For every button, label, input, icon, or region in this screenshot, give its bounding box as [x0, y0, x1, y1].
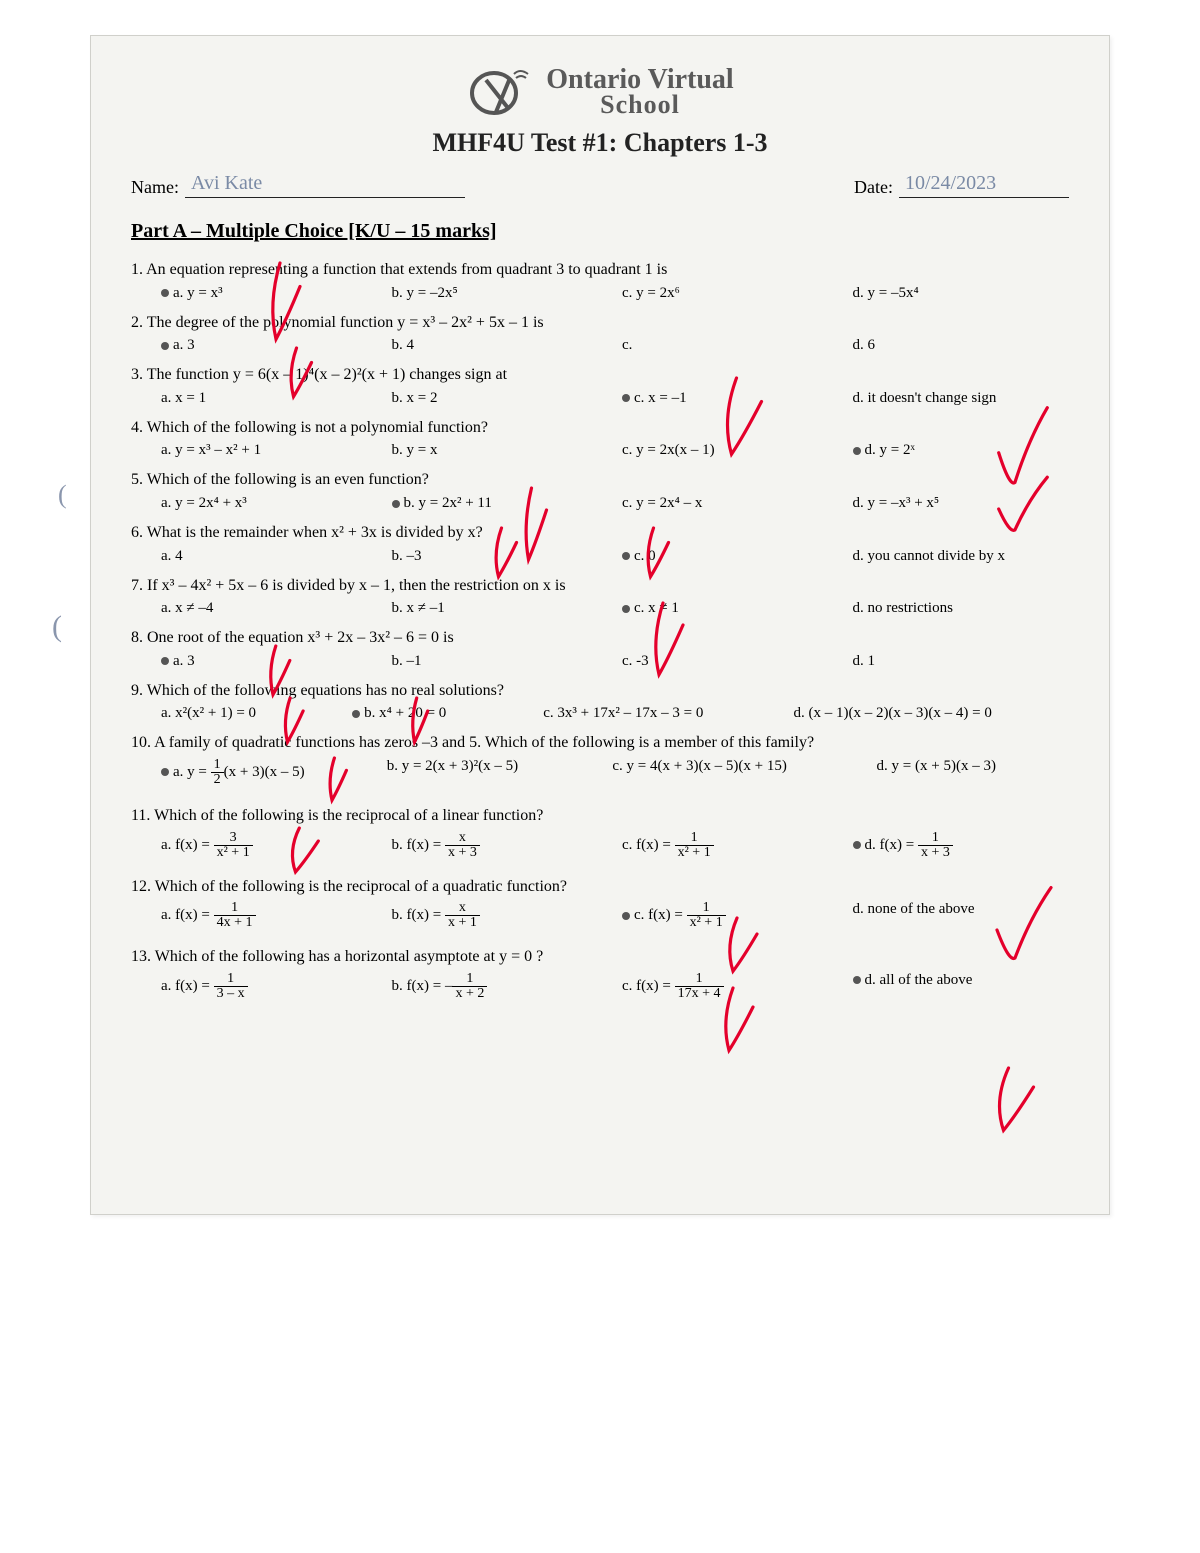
q1-b: b. y = –2x⁵: [392, 285, 609, 302]
q13-options: a. f(x) = 13 – x b. f(x) = –1x + 2 c. f(…: [161, 972, 1069, 1001]
q9-c: c. 3x³ + 17x² – 17x – 3 = 0: [543, 705, 779, 722]
q11-a: a. f(x) = 3x² + 1: [161, 831, 378, 860]
q2-d: d. 6: [853, 337, 1070, 354]
q12-d: d. none of the above: [853, 901, 1070, 930]
q7-b: b. x ≠ –1: [392, 600, 609, 617]
q5-d: d. y = –x³ + x⁵: [853, 495, 1070, 512]
q4-d: d. y = 2ˣ: [853, 442, 1070, 459]
q3-d: d. it doesn't change sign: [853, 390, 1070, 407]
q4-a: a. y = x³ – x² + 1: [161, 442, 378, 459]
ov-logo-icon: [466, 68, 536, 118]
q9-a: a. x²(x² + 1) = 0: [161, 705, 338, 722]
q13-b: b. f(x) = –1x + 2: [392, 972, 609, 1001]
q4-options: a. y = x³ – x² + 1 b. y = x c. y = 2x(x …: [161, 442, 1069, 459]
test-title: MHF4U Test #1: Chapters 1-3: [131, 128, 1069, 158]
date-label: Date:: [854, 177, 893, 198]
q8-c: c. -3: [622, 653, 839, 670]
q11-b: b. f(x) = xx + 3: [392, 831, 609, 860]
q5-a: a. y = 2x⁴ + x³: [161, 495, 378, 512]
q8-b: b. –1: [392, 653, 609, 670]
q6-a: a. 4: [161, 548, 378, 565]
q8-a: a. 3: [161, 653, 378, 670]
name-date-row: Name: Avi Kate Date: 10/24/2023: [131, 172, 1069, 198]
q13-a: a. f(x) = 13 – x: [161, 972, 378, 1001]
logo-row: Ontario Virtual School: [131, 66, 1069, 120]
q2-b: b. 4: [392, 337, 609, 354]
name-value: Avi Kate: [185, 172, 465, 198]
q12-b: b. f(x) = xx + 1: [392, 901, 609, 930]
section-a-title: Part A – Multiple Choice [K/U – 15 marks…: [131, 220, 1069, 243]
q5-stem: 5. Which of the following is an even fun…: [131, 469, 1069, 491]
q3-c: c. x = –1: [622, 390, 839, 407]
q8-d: d. 1: [853, 653, 1070, 670]
q8-stem: 8. One root of the equation x³ + 2x – 3x…: [131, 627, 1069, 649]
q7-options: a. x ≠ –4 b. x ≠ –1 c. x ≠ 1 d. no restr…: [161, 600, 1069, 617]
q1-options: a. y = x³ b. y = –2x⁵ c. y = 2x⁶ d. y = …: [161, 285, 1069, 302]
q3-options: a. x = 1 b. x = 2 c. x = –1 d. it doesn'…: [161, 390, 1069, 407]
q3-stem: 3. The function y = 6(x – 1)⁴(x – 2)²(x …: [131, 364, 1069, 386]
q4-b: b. y = x: [392, 442, 609, 459]
q13-stem: 13. Which of the following has a horizon…: [131, 946, 1069, 968]
q7-d: d. no restrictions: [853, 600, 1070, 617]
q2-options: a. 3 b. 4 c. d. 6: [161, 337, 1069, 354]
school-logo-block: Ontario Virtual School: [131, 66, 1069, 120]
q13-d: d. all of the above: [853, 972, 1070, 1001]
name-label: Name:: [131, 177, 179, 198]
q1-c: c. y = 2x⁶: [622, 285, 839, 302]
margin-scribble-1: (: [58, 480, 67, 510]
name-field: Name: Avi Kate: [131, 172, 465, 198]
q6-options: a. 4 b. –3 c. 0 d. you cannot divide by …: [161, 548, 1069, 565]
q9-d: d. (x – 1)(x – 2)(x – 3)(x – 4) = 0: [793, 705, 1069, 722]
q9-options: a. x²(x² + 1) = 0 b. x⁴ + 20 = 0 c. 3x³ …: [161, 705, 1069, 722]
q11-stem: 11. Which of the following is the recipr…: [131, 805, 1069, 827]
q11-options: a. f(x) = 3x² + 1 b. f(x) = xx + 3 c. f(…: [161, 831, 1069, 860]
q1-a: a. y = x³: [161, 285, 378, 302]
q10-options: a. y = 12(x + 3)(x – 5) b. y = 2(x + 3)²…: [161, 758, 1069, 787]
q1-stem: 1. An equation representing a function t…: [131, 259, 1069, 281]
q6-c: c. 0: [622, 548, 839, 565]
paper-sheet: Ontario Virtual School MHF4U Test #1: Ch…: [90, 35, 1110, 1215]
q2-c: c.: [622, 337, 839, 354]
q11-c: c. f(x) = 1x² + 1: [622, 831, 839, 860]
q9-stem: 9. Which of the following equations has …: [131, 680, 1069, 702]
page-root: Ontario Virtual School MHF4U Test #1: Ch…: [0, 0, 1200, 1553]
q10-b: b. y = 2(x + 3)²(x – 5): [387, 758, 599, 787]
q12-a: a. f(x) = 14x + 1: [161, 901, 378, 930]
q10-d: d. y = (x + 5)(x – 3): [877, 758, 1069, 787]
q7-c: c. x ≠ 1: [622, 600, 839, 617]
q10-c: c. y = 4(x + 3)(x – 5)(x + 15): [612, 758, 862, 787]
grade-mark: [991, 1066, 1041, 1136]
q4-stem: 4. Which of the following is not a polyn…: [131, 417, 1069, 439]
q3-a: a. x = 1: [161, 390, 378, 407]
q12-c: c. f(x) = 1x² + 1: [622, 901, 839, 930]
q7-a: a. x ≠ –4: [161, 600, 378, 617]
q6-b: b. –3: [392, 548, 609, 565]
q5-b: b. y = 2x² + 11: [392, 495, 609, 512]
q5-options: a. y = 2x⁴ + x³ b. y = 2x² + 11 c. y = 2…: [161, 495, 1069, 512]
q12-stem: 12. Which of the following is the recipr…: [131, 876, 1069, 898]
q11-d: d. f(x) = 1x + 3: [853, 831, 1070, 860]
q4-c: c. y = 2x(x – 1): [622, 442, 839, 459]
q7-stem: 7. If x³ – 4x² + 5x – 6 is divided by x …: [131, 575, 1069, 597]
q10-a: a. y = 12(x + 3)(x – 5): [161, 758, 373, 787]
date-field: Date: 10/24/2023: [854, 172, 1069, 198]
q12-options: a. f(x) = 14x + 1 b. f(x) = xx + 1 c. f(…: [161, 901, 1069, 930]
margin-scribble-2: (: [52, 610, 62, 644]
q1-d: d. y = –5x⁴: [853, 285, 1070, 302]
q10-stem: 10. A family of quadratic functions has …: [131, 732, 1069, 754]
logo-text: Ontario Virtual School: [546, 66, 733, 120]
q3-b: b. x = 2: [392, 390, 609, 407]
q5-c: c. y = 2x⁴ – x: [622, 495, 839, 512]
q2-stem: 2. The degree of the polynomial function…: [131, 312, 1069, 334]
q13-c: c. f(x) = 117x + 4: [622, 972, 839, 1001]
q6-d: d. you cannot divide by x: [853, 548, 1070, 565]
date-value: 10/24/2023: [899, 172, 1069, 198]
q8-options: a. 3 b. –1 c. -3 d. 1: [161, 653, 1069, 670]
q6-stem: 6. What is the remainder when x² + 3x is…: [131, 522, 1069, 544]
q2-a: a. 3: [161, 337, 378, 354]
q9-b: b. x⁴ + 20 = 0: [352, 705, 529, 722]
